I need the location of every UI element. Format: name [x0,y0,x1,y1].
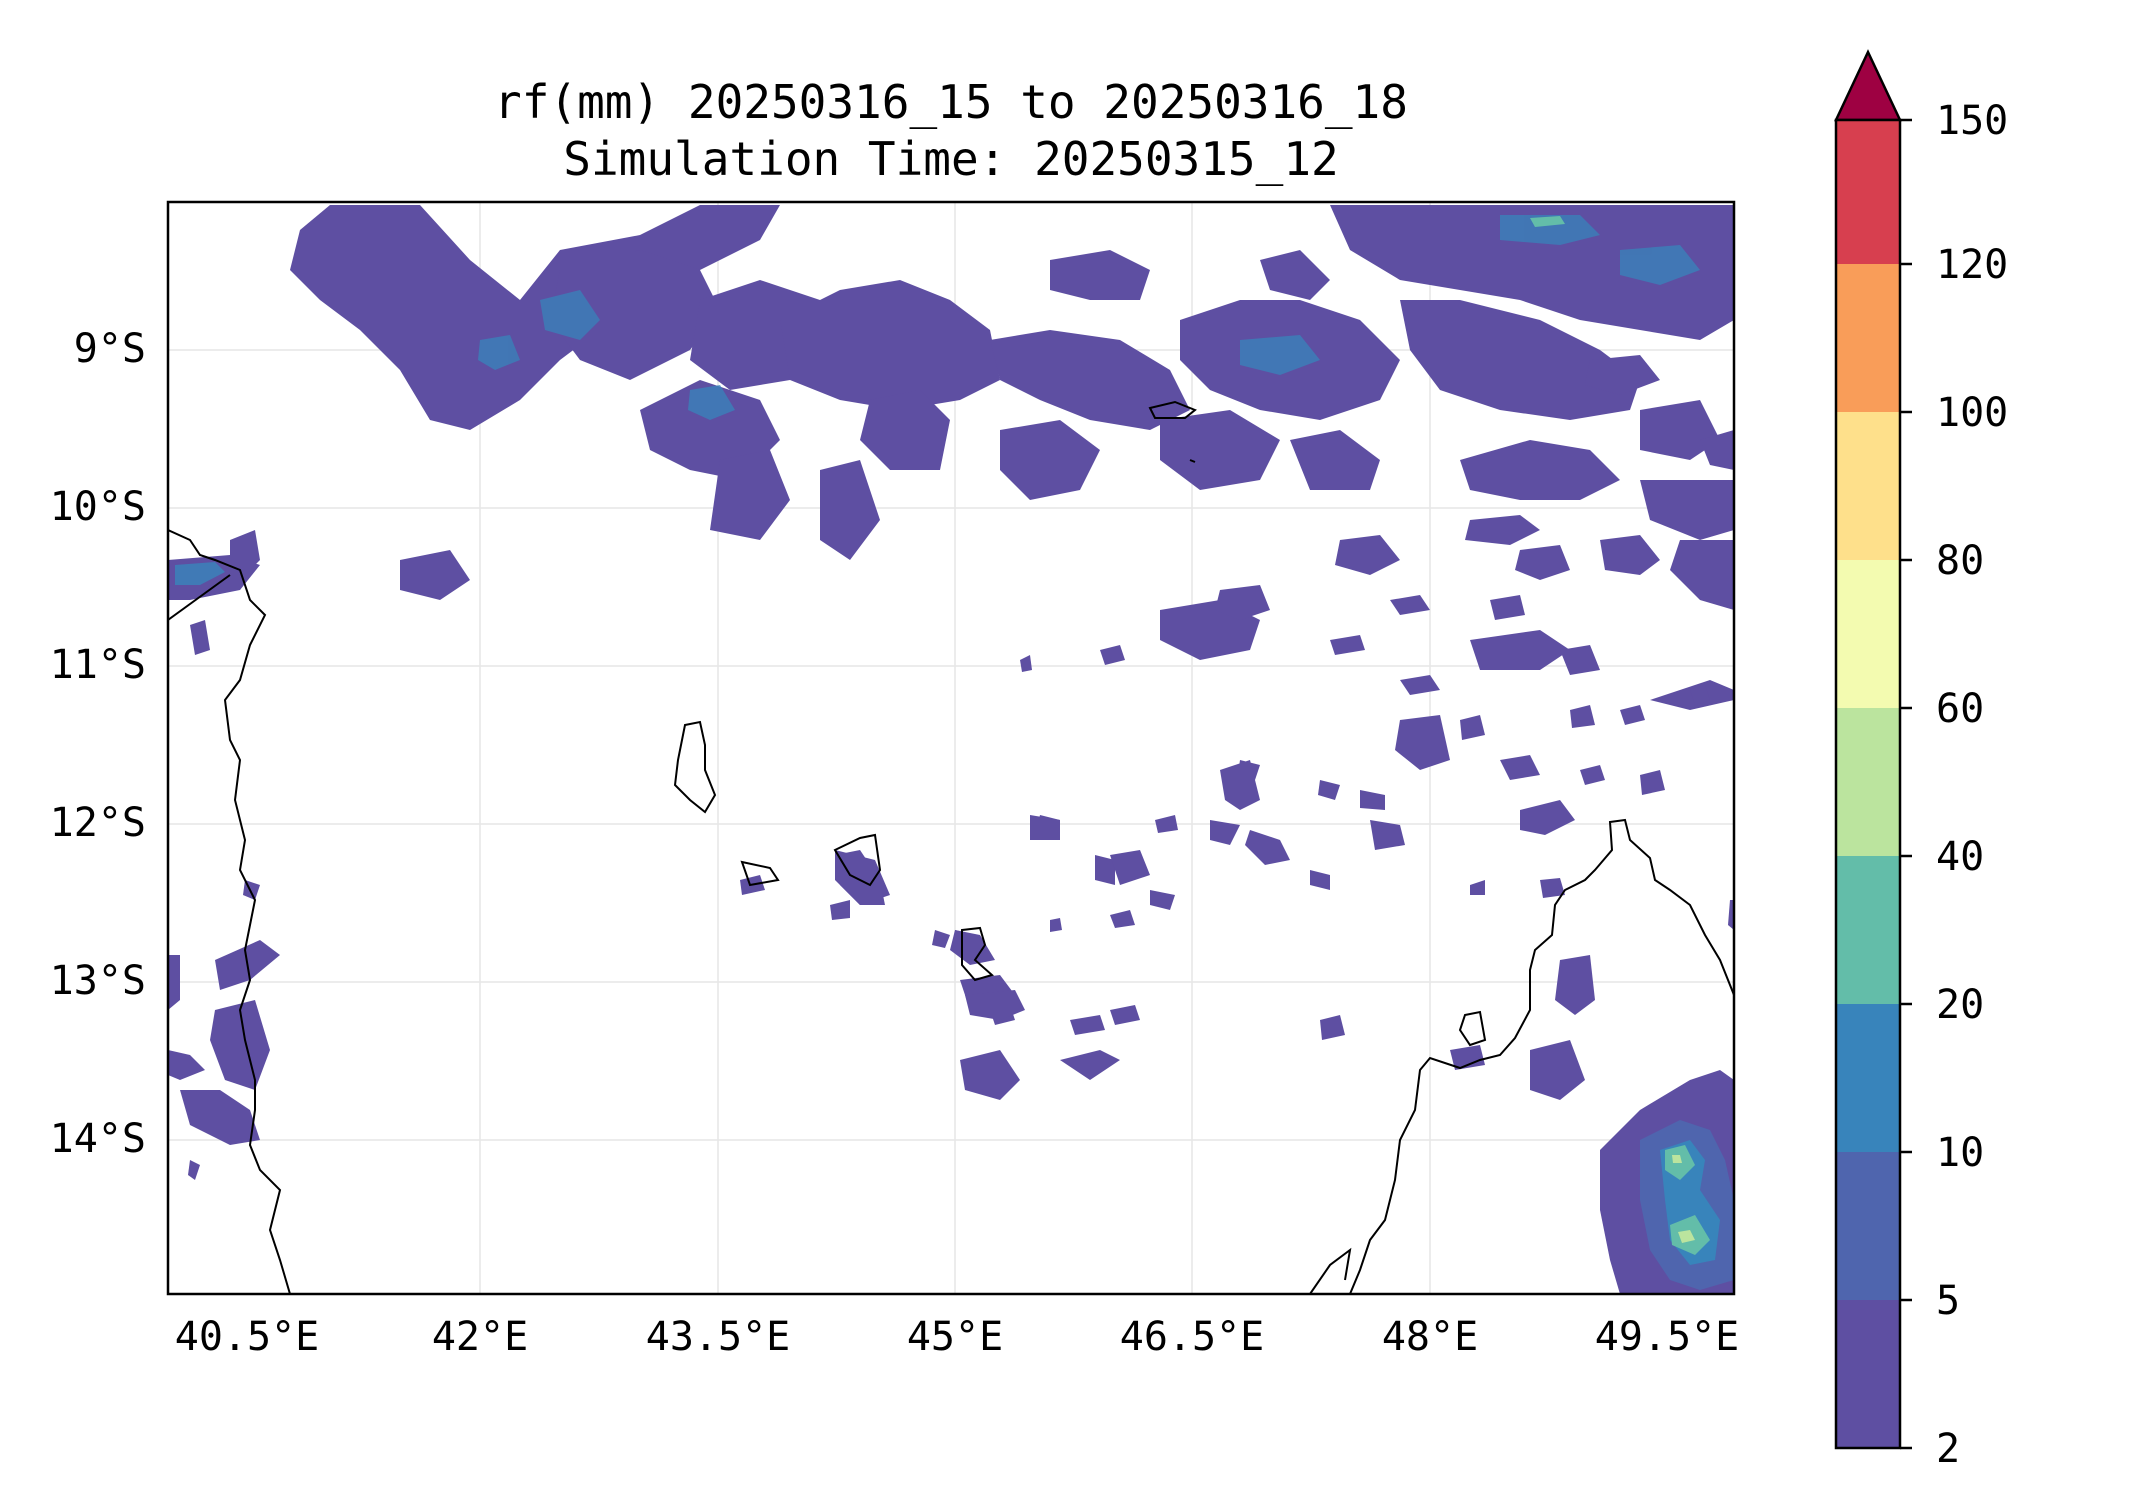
colorbar-label: 100 [1936,390,2008,436]
coastline-madagascar [1349,818,1734,1294]
coastline-anjouan [833,833,882,887]
colorbar-ticks [1900,118,1912,1450]
colorbar-label: 120 [1936,242,2008,288]
rain-west-coast-core [175,562,225,585]
colorbar: 2 5 10 20 40 60 80 100 120 150 [1834,49,2008,1472]
coastline-moheli [740,860,780,887]
lon-tick-label: 42°E [432,1314,528,1360]
lat-tick-label: 10°S [50,484,146,530]
rainfall-contours [168,205,1734,1294]
rain-comoros [835,850,1025,1020]
coastline-islet [1189,459,1196,463]
lon-tick-label: 45°E [907,1314,1003,1360]
lon-tick-label: 40.5°E [175,1314,320,1360]
coastline-madagascar-bay [1309,1247,1352,1294]
rain-madagascar-cell [1530,955,1734,1294]
colorbar-bin [1836,707,1900,856]
coastline-mayotte [961,926,995,982]
colorbar-bins [1836,120,1900,1448]
colorbar-label: 150 [1936,98,2008,144]
lat-tick-labels: 9°S 10°S 11°S 12°S 13°S 14°S [50,326,146,1162]
lat-tick-label: 11°S [50,642,146,688]
title-line-2: Simulation Time: 20250315_12 [563,132,1338,186]
coastline-nosy-be [1458,1010,1487,1047]
colorbar-bin [1836,1151,1900,1300]
colorbar-bin [1836,1299,1900,1448]
colorbar-label: 40 [1936,834,1984,880]
lat-tick-label: 13°S [50,958,146,1004]
map-panel [166,200,1736,1296]
coastlines [168,400,1734,1294]
colorbar-bin [1836,263,1900,412]
colorbar-label: 60 [1936,686,1984,732]
lon-tick-label: 43.5°E [646,1314,791,1360]
map-frame [166,200,1736,1296]
rain-west-coast [168,530,280,1180]
coastline-east-africa [168,529,291,1294]
colorbar-label: 10 [1936,1130,1984,1176]
colorbar-labels: 2 5 10 20 40 60 80 100 120 150 [1936,98,2008,1472]
lat-tick-label: 14°S [50,1116,146,1162]
colorbar-label: 2 [1936,1426,1960,1472]
rain-band-north-core [478,215,1700,420]
coastline-mafia-island [168,574,231,621]
colorbar-label: 20 [1936,982,1984,1028]
coastline-aldabra [1148,400,1197,419]
colorbar-bin [1836,1003,1900,1152]
colorbar-frame [1834,118,1902,1450]
rain-band-north [290,205,1734,770]
colorbar-bin [1836,120,1900,264]
lon-tick-labels: 40.5°E 42°E 43.5°E 45°E 46.5°E 48°E 49.5… [175,1314,1740,1360]
colorbar-bin [1836,559,1900,708]
lon-tick-label: 48°E [1382,1314,1478,1360]
colorbar-bin [1836,855,1900,1004]
colorbar-bin [1836,411,1900,560]
lat-tick-label: 9°S [74,326,146,372]
coastline-grande-comore [673,720,717,814]
colorbar-label: 80 [1936,538,1984,584]
lon-tick-label: 49.5°E [1595,1314,1740,1360]
lon-tick-label: 46.5°E [1120,1314,1265,1360]
rain-ne-bright [1530,216,1565,227]
title-line-1: rf(mm) 20250316_15 to 20250316_18 [494,75,1408,129]
colorbar-label: 5 [1936,1278,1960,1324]
lat-tick-label: 12°S [50,800,146,846]
